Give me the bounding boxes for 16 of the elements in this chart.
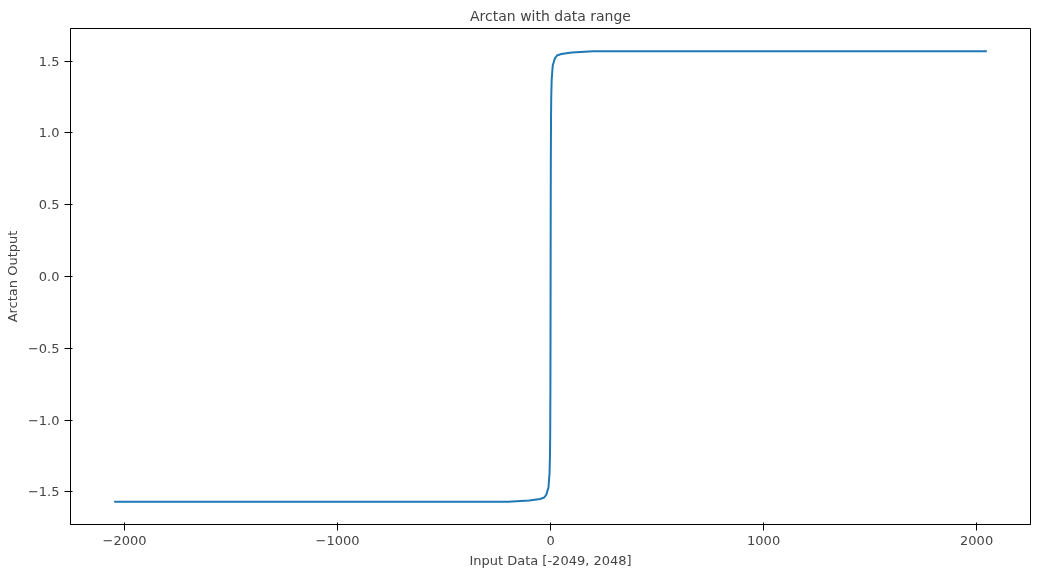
y-tick-label: −1.5 bbox=[27, 484, 60, 500]
y-tick-label: −0.5 bbox=[27, 340, 60, 356]
y-tick-label: −1.0 bbox=[27, 412, 60, 428]
line-series bbox=[113, 50, 988, 503]
x-tick-label: 1000 bbox=[747, 532, 781, 548]
x-tick-label: 2000 bbox=[960, 532, 994, 548]
x-tick-label: −2000 bbox=[102, 532, 147, 548]
y-axis-title: Arctan Output bbox=[4, 230, 20, 323]
y-tick-label: 0.0 bbox=[38, 269, 60, 284]
x-tick-label: −1000 bbox=[315, 532, 360, 548]
chart-title: Arctan with data range bbox=[470, 7, 631, 24]
x-axis-title: Input Data [-2049, 2048] bbox=[469, 552, 632, 568]
y-tick-label: 1.0 bbox=[38, 125, 60, 141]
y-tick-label: 0.5 bbox=[38, 197, 60, 213]
y-tick-label: 1.5 bbox=[38, 53, 60, 69]
x-tick-label: 0 bbox=[546, 532, 555, 548]
